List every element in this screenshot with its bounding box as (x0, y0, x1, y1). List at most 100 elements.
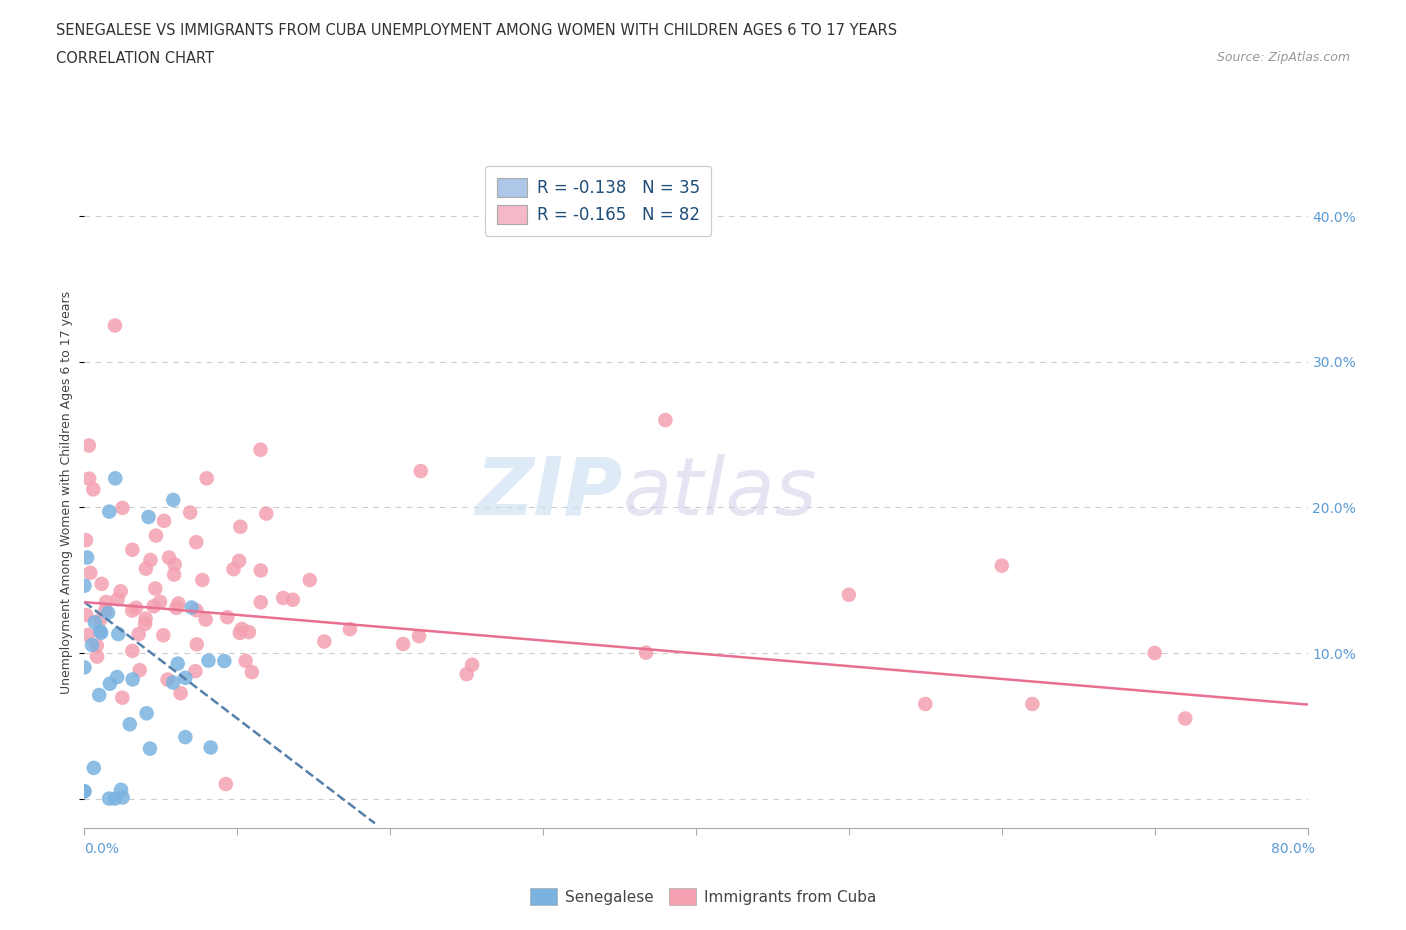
Point (77, 628, 100, 643)
Point (73, 784, 96, 799)
Point (83, 761, 105, 776)
Text: 80.0%: 80.0% (1271, 842, 1315, 856)
Point (73, 578, 96, 593)
Point (139, 552, 162, 567)
Point (105, 670, 128, 684)
Point (134, 617, 156, 631)
Point (94, 603, 117, 618)
Point (228, 553, 250, 568)
Point (1143, 645, 1166, 660)
Point (238, 625, 260, 640)
Point (104, 318, 127, 333)
Point (194, 612, 217, 627)
Point (254, 506, 277, 521)
Point (97, 605, 120, 620)
Text: CORRELATION CHART: CORRELATION CHART (56, 51, 214, 66)
Point (104, 791, 127, 806)
Point (991, 558, 1014, 573)
Point (461, 658, 484, 672)
Point (125, 601, 148, 616)
Text: 0.0%: 0.0% (84, 842, 120, 856)
Point (1327, 711, 1350, 726)
Point (121, 672, 143, 687)
Point (153, 513, 176, 528)
Point (73, 660, 96, 675)
Point (76, 550, 98, 565)
Point (174, 730, 197, 745)
Point (179, 505, 201, 520)
Point (98, 676, 121, 691)
Point (197, 653, 219, 668)
Text: ZIP: ZIP (475, 454, 623, 532)
Point (409, 464, 432, 479)
Point (1174, 711, 1197, 726)
Text: Source: ZipAtlas.com: Source: ZipAtlas.com (1216, 51, 1350, 64)
Point (215, 777, 238, 791)
Point (111, 690, 134, 705)
Point (138, 510, 160, 525)
Point (90, 577, 112, 591)
Point (174, 671, 197, 685)
Point (240, 665, 263, 680)
Point (75, 533, 97, 548)
Point (86, 649, 108, 664)
Point (200, 740, 222, 755)
Point (339, 621, 361, 636)
Point (271, 591, 294, 605)
Point (73, 784, 96, 799)
Point (79, 565, 101, 580)
Point (186, 637, 208, 652)
Point (107, 591, 129, 606)
Point (229, 519, 252, 534)
Point (111, 500, 134, 515)
Point (128, 627, 150, 642)
Point (107, 627, 129, 642)
Point (135, 706, 157, 721)
Point (80, 637, 103, 652)
Point (214, 654, 236, 669)
Point (111, 790, 134, 804)
Point (298, 573, 321, 588)
Point (231, 621, 253, 636)
Point (121, 604, 143, 618)
Point (281, 592, 304, 607)
Point (249, 563, 271, 578)
Point (156, 672, 179, 687)
Point (135, 611, 157, 626)
Point (217, 610, 239, 625)
Point (89, 624, 111, 639)
Point (166, 657, 188, 671)
Point (104, 471, 127, 485)
Point (118, 717, 141, 732)
Point (249, 595, 271, 610)
Point (186, 535, 208, 550)
Point (165, 601, 187, 616)
Point (838, 588, 860, 603)
Point (82, 482, 104, 497)
Point (94, 594, 117, 609)
Point (157, 550, 180, 565)
Point (184, 664, 207, 679)
Point (139, 741, 162, 756)
Point (121, 542, 143, 557)
Point (914, 697, 936, 711)
Text: atlas: atlas (623, 454, 817, 532)
Point (162, 493, 184, 508)
Point (89, 613, 111, 628)
Legend: R = -0.138   N = 35, R = -0.165   N = 82: R = -0.138 N = 35, R = -0.165 N = 82 (485, 166, 711, 236)
Point (314, 634, 336, 649)
Text: SENEGALESE VS IMMIGRANTS FROM CUBA UNEMPLOYMENT AMONG WOMEN WITH CHILDREN AGES 6: SENEGALESE VS IMMIGRANTS FROM CUBA UNEMP… (56, 23, 897, 38)
Point (128, 663, 150, 678)
Point (89, 687, 111, 702)
Point (229, 626, 252, 641)
Point (169, 685, 191, 700)
Point (75, 607, 97, 622)
Point (142, 599, 165, 614)
Point (249, 443, 271, 458)
Point (77, 472, 100, 486)
Point (167, 596, 190, 611)
Y-axis label: Unemployment Among Women with Children Ages 6 to 17 years: Unemployment Among Women with Children A… (59, 291, 73, 695)
Point (1021, 697, 1043, 711)
Point (163, 567, 186, 582)
Point (152, 628, 174, 643)
